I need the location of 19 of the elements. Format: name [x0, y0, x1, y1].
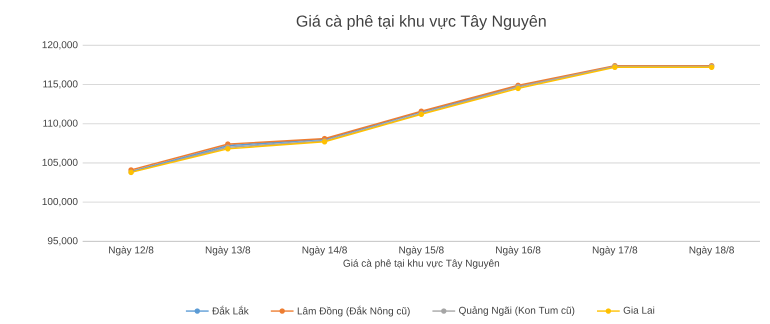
- x-tick-label: Ngày 15/8: [399, 246, 444, 256]
- y-tick-label: 110,000: [43, 120, 78, 128]
- y-tick-label: 105,000: [42, 158, 78, 168]
- x-tick-label: Ngày 17/8: [592, 246, 638, 256]
- x-tick-label: Ngày 13/8: [206, 246, 250, 256]
- legend-label: Đắk Lắk: [212, 306, 249, 314]
- y-tick-label: 100,000: [42, 198, 78, 206]
- y-tick-label: 120,000: [42, 41, 78, 50]
- legend-label: Gia Lai: [624, 306, 654, 314]
- chart-title: Giá cà phê tại khu vực Tây Nguyên: [296, 14, 546, 30]
- x-tick-label: Ngày 16/8: [496, 246, 540, 256]
- legend-label: Quảng Ngãi (Kon Tum cũ): [459, 306, 574, 316]
- x-tick-label: Ngày 12/8: [109, 246, 154, 256]
- y-tick-label: 95,000: [48, 237, 78, 246]
- x-tick-label: Ngày 18/8: [690, 246, 734, 256]
- y-tick-label: 115,000: [43, 80, 78, 89]
- legend-label: Lâm Đồng (Đắk Nông cũ): [298, 306, 410, 316]
- x-axis-title: Giá cà phê tại khu vực Tây Nguyên: [343, 259, 500, 269]
- x-tick-label: Ngày 14/8: [302, 246, 347, 256]
